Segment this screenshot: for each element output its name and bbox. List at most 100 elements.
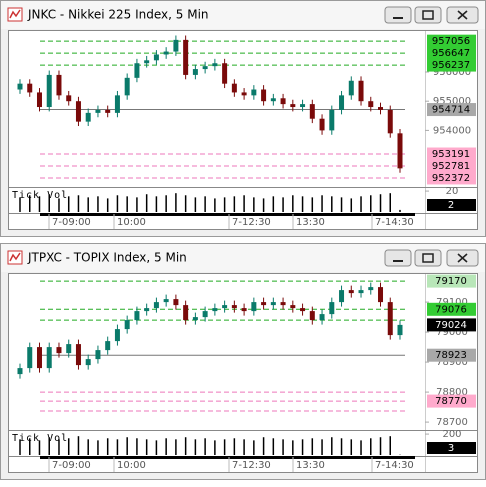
candle-body	[192, 317, 198, 321]
candle-body	[212, 308, 218, 312]
candle-body	[251, 89, 257, 96]
candle-body	[183, 39, 189, 75]
candle-body	[105, 109, 111, 113]
candle-body	[222, 63, 228, 84]
level-label: 952372	[432, 173, 470, 184]
candle-body	[368, 287, 374, 291]
candle-body	[280, 302, 286, 306]
time-bar	[40, 213, 415, 216]
candle-body	[202, 311, 208, 318]
time-label: 7-09:00	[52, 217, 91, 228]
candle-body	[144, 60, 150, 64]
level-label: 78770	[435, 396, 467, 407]
window-title: JNKC - Nikkei 225 Index, 5 Min	[27, 8, 209, 22]
candle-body	[134, 311, 140, 321]
candle-body	[241, 92, 247, 96]
candle-body	[153, 54, 159, 61]
level-label-bg	[427, 159, 476, 173]
candle-body	[348, 290, 354, 294]
candle-body	[27, 347, 33, 369]
volume-tick-label: 200	[442, 429, 461, 440]
restore-button[interactable]	[414, 249, 442, 267]
volume-tick-label: 20	[446, 186, 459, 197]
candle-body	[124, 320, 130, 330]
candle-body	[17, 368, 23, 375]
candle-body	[66, 95, 72, 102]
level-label-bg	[427, 274, 476, 288]
candle-body	[114, 95, 120, 113]
candle-body	[290, 305, 296, 309]
candle-body	[261, 302, 267, 306]
level-label-bg	[427, 302, 476, 316]
candle-body	[27, 83, 33, 93]
candle-body	[270, 98, 276, 102]
level-label: 954714	[432, 105, 470, 116]
level-label-bg	[427, 394, 476, 408]
candle-body	[183, 305, 189, 321]
candle-body	[75, 344, 81, 366]
candle-body	[397, 324, 403, 336]
level-label: 952781	[432, 161, 470, 172]
level-label: 957056	[432, 36, 470, 47]
candle-body	[261, 89, 267, 102]
y-tick-label: 78900	[436, 357, 468, 368]
level-label-bg	[427, 171, 476, 185]
restore-glyph	[422, 253, 434, 263]
candle-body	[56, 347, 62, 354]
candle-body	[85, 359, 91, 366]
candle-body	[300, 104, 306, 108]
chart-panel	[8, 30, 478, 230]
close-glyph	[457, 253, 468, 263]
candle-body	[46, 74, 52, 108]
candle-body	[280, 98, 286, 105]
level-label: 956647	[432, 48, 470, 59]
candle-body	[202, 66, 208, 70]
candle-body	[290, 104, 296, 108]
window-icon-glyph	[9, 9, 21, 19]
candle-body	[339, 95, 345, 110]
candle-body	[387, 109, 393, 134]
y-tick-label: 78700	[436, 417, 468, 428]
candle-body	[222, 305, 228, 309]
level-label: 78923	[435, 350, 467, 361]
candle-body	[163, 299, 169, 303]
level-label-bg	[427, 34, 476, 48]
y-tick-label: 78800	[436, 387, 468, 398]
time-label: 7-14:30	[375, 460, 414, 471]
candle-body	[56, 74, 62, 96]
level-label: 79076	[435, 304, 467, 315]
candle-body	[378, 107, 384, 110]
candle-body	[95, 350, 101, 360]
last-price-bg	[427, 318, 476, 332]
last-volume-label: 2	[448, 200, 454, 211]
time-label: 7-12:30	[232, 460, 271, 471]
candle-body	[329, 109, 335, 131]
level-label-bg	[427, 58, 476, 72]
level-label: 953191	[432, 149, 470, 160]
level-label: 79170	[435, 276, 467, 287]
y-tick-label: 79100	[436, 297, 468, 308]
candle-body	[251, 302, 257, 312]
time-label: 13:30	[296, 217, 325, 228]
candle-body	[114, 329, 120, 342]
restore-button[interactable]	[414, 6, 442, 24]
minimize-button[interactable]	[384, 249, 412, 267]
level-label-bg	[427, 348, 476, 362]
candle-body	[173, 299, 179, 306]
candle-body	[319, 118, 325, 131]
time-label: 10:00	[117, 460, 146, 471]
candle-body	[95, 109, 101, 113]
minimize-button[interactable]	[384, 6, 412, 24]
candle-body	[300, 308, 306, 312]
chart-panel	[8, 273, 478, 473]
candle-body	[231, 83, 237, 93]
level-label-bg	[427, 103, 476, 117]
candle-body	[134, 63, 140, 78]
candle-body	[173, 39, 179, 52]
time-label: 10:00	[117, 217, 146, 228]
candle-body	[270, 302, 276, 306]
candle-body	[387, 302, 393, 336]
volume-title: Tick Vol	[12, 190, 68, 201]
candle-body	[85, 112, 91, 122]
